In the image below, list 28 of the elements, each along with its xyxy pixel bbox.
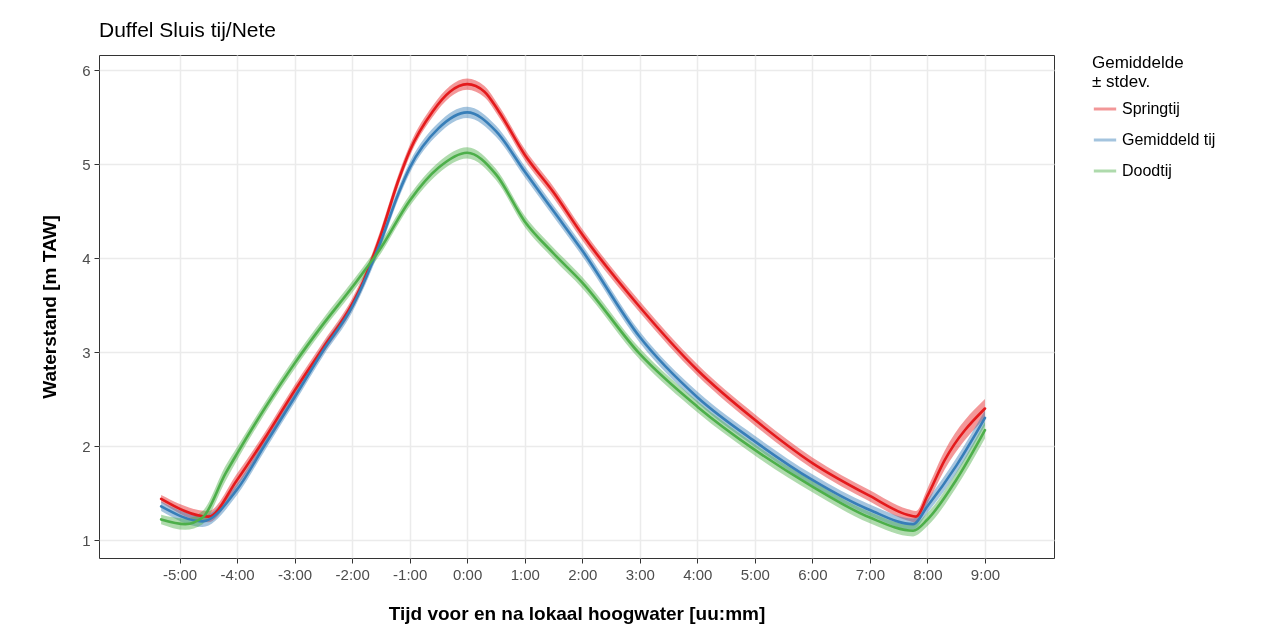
y-tick-label: 4 (82, 249, 91, 267)
x-tick-label: 7:00 (855, 565, 886, 583)
x-tick-label: -3:00 (278, 565, 313, 583)
y-tick-label: 1 (82, 531, 91, 549)
legend-label: Doodtij (1122, 162, 1172, 179)
x-tick-label: 8:00 (913, 565, 943, 583)
x-axis-title: Tijd voor en na lokaal hoogwater [uu:mm] (388, 602, 766, 624)
x-tick-label: 3:00 (625, 565, 655, 583)
y-tick-label: 5 (82, 155, 91, 173)
x-tick-label: 6:00 (798, 565, 828, 583)
y-tick-label: 6 (82, 61, 91, 79)
legend-label: Springtij (1122, 100, 1180, 117)
legend-title: Gemiddelde ± stdev. (1092, 53, 1184, 91)
x-tick-label: -5:00 (162, 565, 198, 583)
x-tick-label: 9:00 (970, 565, 1001, 583)
legend-label: Gemiddeld tij (1122, 131, 1216, 148)
x-tick-label: 0:00 (453, 565, 483, 583)
x-tick-label: 2:00 (568, 565, 598, 583)
x-tick-label: -2:00 (335, 565, 370, 583)
x-tick-label: -4:00 (220, 565, 255, 583)
y-tick-label: 3 (82, 343, 91, 361)
y-axis-title: Waterstand [m TAW] (39, 215, 61, 399)
x-tick-label: -1:00 (393, 565, 428, 583)
x-tick-label: 5:00 (740, 565, 770, 583)
x-tick-label: 4:00 (683, 565, 713, 583)
x-tick-label: 1:00 (510, 565, 540, 583)
y-tick-label: 2 (82, 437, 91, 455)
chart-title: Duffel Sluis tij/Nete (99, 18, 277, 41)
